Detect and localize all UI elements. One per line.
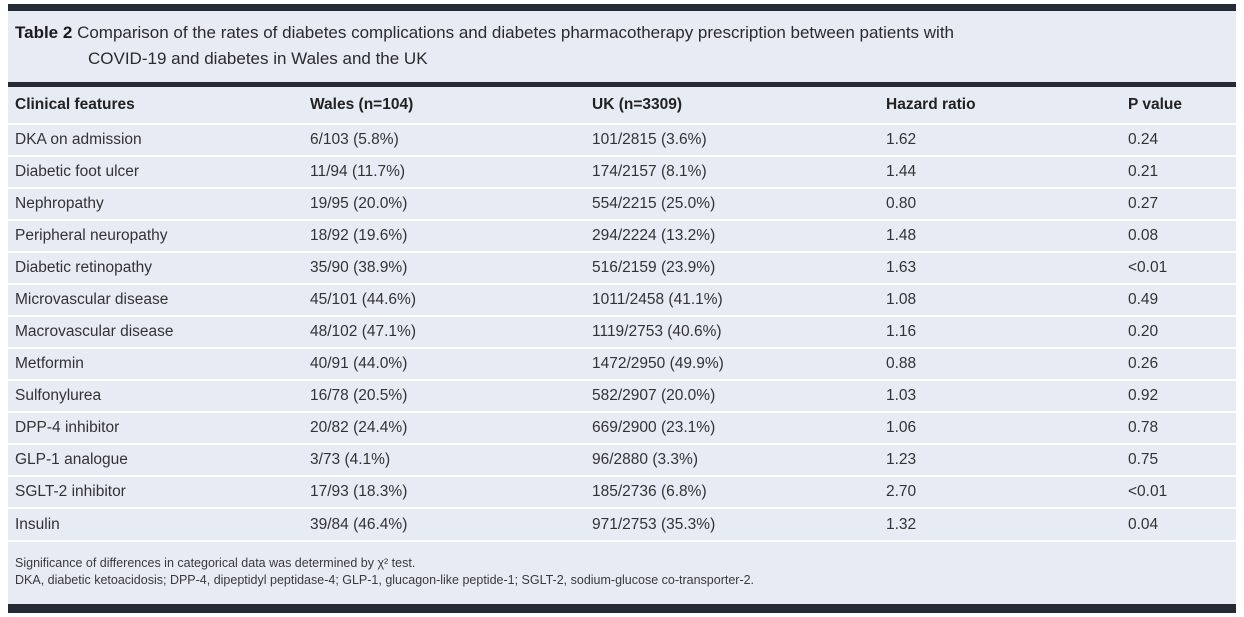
cell-p-value: <0.01 (1128, 483, 1168, 500)
cell-uk: 294/2224 (13.2%) (592, 227, 716, 244)
table-row: GLP-1 analogue 3/73 (4.1%) 96/2880 (3.3%) 1… (8, 444, 1236, 476)
cell-wales: 39/84 (46.4%) (310, 515, 408, 533)
table-row: Diabetic retinopathy 35/90 (38.9%) 516/215… (8, 252, 1236, 284)
cell-hazard-ratio: 2.70 (886, 483, 917, 500)
cell-wales: 11/94 (11.7%) (310, 163, 406, 180)
table-row: Peripheral neuropathy 18/92 (19.6%) 294/22… (8, 220, 1236, 252)
cell-p-value: 0.20 (1128, 323, 1159, 340)
table-panel: Table 2 Comparison of the rates of diabe… (8, 4, 1236, 613)
cell-hazard-ratio: 1.08 (886, 291, 917, 308)
bottom-rule-bar (8, 604, 1236, 613)
cell-wales: 19/95 (20.0%) (310, 195, 408, 212)
cell-hazard-ratio: 1.23 (886, 451, 917, 468)
cell-hazard-ratio: 1.06 (886, 419, 917, 436)
table-row: Diabetic foot ulcer 11/94 (11.7%) 174/2157… (8, 156, 1236, 188)
cell-clinical-feature: DKA on admission (15, 131, 142, 148)
comparison-table: Clinical features Wales (n=104) UK (n=33… (8, 87, 1236, 540)
table-row: Nephropathy 19/95 (20.0%) 554/2215 (25.0%)… (8, 188, 1236, 220)
cell-uk: 96/2880 (3.3%) (592, 451, 698, 468)
cell-hazard-ratio: 1.03 (886, 387, 917, 404)
table-row: Insulin 39/84 (46.4%) 971/2753 (35.3%) 1.32… (8, 508, 1236, 540)
cell-p-value: 0.08 (1128, 227, 1159, 244)
column-header-p-value: P value (1128, 96, 1183, 113)
cell-clinical-feature: Sulfonylurea (15, 387, 102, 404)
column-header-uk: UK (n=3309) (592, 96, 683, 113)
cell-clinical-feature: Diabetic retinopathy (15, 259, 152, 276)
table-caption: Table 2 Comparison of the rates of diabe… (8, 4, 1236, 87)
footnotes: Significance of differences in categoric… (8, 540, 1236, 589)
cell-clinical-feature: Diabetic foot ulcer (15, 163, 140, 180)
table-row: Macrovascular disease 48/102 (47.1%) 1119/… (8, 316, 1236, 348)
cell-uk: 669/2900 (23.1%) (592, 419, 716, 436)
table-row: Microvascular disease 45/101 (44.6%) 1011/… (8, 284, 1236, 316)
cell-wales: 35/90 (38.9%) (310, 259, 408, 276)
cell-hazard-ratio: 0.80 (886, 195, 917, 212)
cell-p-value: <0.01 (1128, 259, 1168, 276)
cell-wales: 20/82 (24.4%) (310, 419, 408, 436)
cell-clinical-feature: Peripheral neuropathy (15, 227, 168, 244)
cell-wales: 18/92 (19.6%) (310, 227, 408, 244)
table-caption-label: Table 2 (15, 23, 73, 42)
cell-clinical-feature: GLP-1 analogue (15, 451, 128, 468)
cell-uk: 971/2753 (35.3%) (592, 515, 716, 533)
cell-uk: 516/2159 (23.9%) (592, 259, 716, 276)
cell-hazard-ratio: 1.32 (886, 515, 917, 533)
cell-hazard-ratio: 1.62 (886, 131, 917, 148)
cell-uk: 1119/2753 (40.6%) (592, 323, 722, 340)
cell-uk: 554/2215 (25.0%) (592, 195, 716, 212)
column-header-hazard-ratio: Hazard ratio (886, 96, 976, 113)
cell-uk: 101/2815 (3.6%) (592, 131, 707, 148)
cell-p-value: 0.24 (1128, 131, 1159, 148)
cell-uk: 185/2736 (6.8%) (592, 483, 707, 500)
cell-hazard-ratio: 1.16 (886, 323, 917, 340)
table-row: Metformin 40/91 (44.0%) 1472/2950 (49.9%) 0… (8, 348, 1236, 380)
top-rule-bar (8, 4, 1236, 11)
cell-p-value: 0.92 (1128, 387, 1159, 404)
cell-p-value: 0.78 (1128, 419, 1159, 436)
table-row: DPP-4 inhibitor 20/82 (24.4%) 669/2900 (23… (8, 412, 1236, 444)
cell-p-value: 0.04 (1128, 515, 1159, 533)
column-header-wales: Wales (n=104) (310, 96, 414, 113)
table-caption-title-line1: Comparison of the rates of diabetes comp… (77, 23, 955, 42)
table-caption-title-line2: COVID-19 and diabetes in Wales and the U… (88, 49, 428, 68)
cell-p-value: 0.27 (1128, 195, 1159, 212)
table-row: SGLT-2 inhibitor 17/93 (18.3%) 185/2736 (6… (8, 476, 1236, 508)
cell-clinical-feature: Metformin (15, 355, 84, 372)
cell-hazard-ratio: 0.88 (886, 355, 917, 372)
column-header-clinical-features: Clinical features (15, 96, 135, 113)
cell-clinical-feature: Nephropathy (15, 195, 104, 212)
cell-wales: 16/78 (20.5%) (310, 387, 408, 404)
cell-wales: 48/102 (47.1%) (310, 323, 416, 340)
cell-wales: 17/93 (18.3%) (310, 483, 408, 500)
cell-wales: 45/101 (44.6%) (310, 291, 416, 308)
cell-clinical-feature: Microvascular disease (15, 291, 169, 308)
cell-clinical-feature: Insulin (15, 515, 60, 533)
cell-clinical-feature: SGLT-2 inhibitor (15, 483, 126, 500)
cell-hazard-ratio: 1.63 (886, 259, 917, 276)
footnote-significance: Significance of differences in categoric… (15, 556, 416, 570)
table-body: DKA on admission 6/103 (5.8%) 101/2815 (3.… (8, 124, 1236, 540)
cell-p-value: 0.26 (1128, 355, 1159, 372)
footnote-abbreviations: DKA, diabetic ketoacidosis; DPP-4, dipep… (15, 573, 755, 587)
cell-uk: 174/2157 (8.1%) (592, 163, 707, 180)
cell-wales: 3/73 (4.1%) (310, 451, 391, 468)
table-header-row: Clinical features Wales (n=104) UK (n=33… (8, 87, 1236, 124)
cell-p-value: 0.21 (1128, 163, 1159, 180)
cell-uk: 582/2907 (20.0%) (592, 387, 716, 404)
table-row: DKA on admission 6/103 (5.8%) 101/2815 (3.… (8, 124, 1236, 156)
cell-clinical-feature: Macrovascular disease (15, 323, 174, 340)
cell-uk: 1011/2458 (41.1%) (592, 291, 723, 308)
cell-uk: 1472/2950 (49.9%) (592, 355, 724, 372)
cell-p-value: 0.49 (1128, 291, 1159, 308)
cell-hazard-ratio: 1.44 (886, 163, 917, 180)
cell-wales: 6/103 (5.8%) (310, 131, 399, 148)
cell-p-value: 0.75 (1128, 451, 1159, 468)
cell-clinical-feature: DPP-4 inhibitor (15, 419, 120, 436)
table-row: Sulfonylurea 16/78 (20.5%) 582/2907 (20.0%… (8, 380, 1236, 412)
cell-hazard-ratio: 1.48 (886, 227, 917, 244)
cell-wales: 40/91 (44.0%) (310, 355, 408, 372)
